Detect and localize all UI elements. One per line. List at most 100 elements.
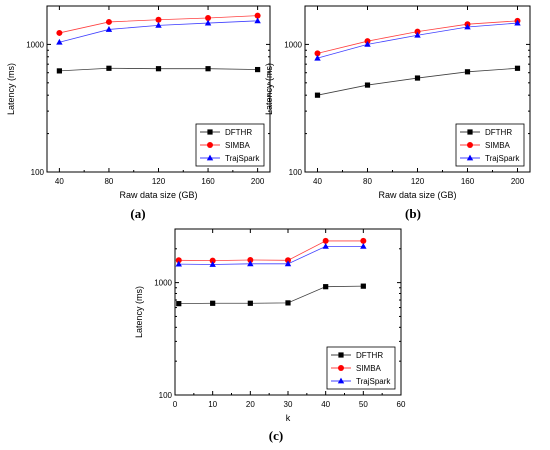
- caption-c: (c): [268, 428, 284, 443]
- x-tick-label-c-0: 0: [173, 400, 178, 409]
- x-tick-label-c-2: 20: [246, 400, 255, 409]
- y-axis-label-c: Latency (ms): [134, 286, 144, 338]
- x-tick-label-c-1: 10: [208, 400, 217, 409]
- data-point-c-dfthr-2: [247, 300, 253, 306]
- x-tick-label-c-5: 50: [359, 400, 368, 409]
- legend-label-b-1: SIMBA: [485, 141, 511, 150]
- data-point-b-trajspark-0: [314, 54, 321, 61]
- data-point-a-simba-1: [105, 18, 112, 25]
- data-point-a-dfthr-1: [106, 65, 112, 71]
- data-point-c-trajspark-0: [175, 260, 182, 267]
- data-point-c-simba-0: [175, 257, 182, 264]
- data-point-a-dfthr-4: [255, 66, 261, 73]
- legend-label-b-2: TrajSpark: [485, 154, 520, 163]
- data-point-c-simba-3: [285, 257, 291, 264]
- series-line-b-dfthr: [317, 67, 518, 96]
- legend-label-b-0: DFTHR: [485, 128, 512, 137]
- data-point-c-dfthr-0: [176, 301, 182, 307]
- chart-c-svg: 0 10 20 30 40 50 60 100 1000 k Latency (ms) DFTHR SI…: [134, 228, 406, 423]
- legend-label-c-0: DFTHR: [356, 351, 383, 360]
- data-point-b-trajspark-3: [464, 23, 471, 30]
- legend-c: DFTHR SIMBA TrajSpark: [326, 346, 396, 390]
- x-tick-label-a-0: 40: [55, 177, 64, 186]
- data-point-b-simba-0: [314, 50, 321, 57]
- x-tick-label-a-4: 200: [251, 177, 265, 186]
- legend-label-c-2: TrajSpark: [356, 377, 391, 386]
- legend-label-a-2: TrajSpark: [225, 154, 260, 163]
- y-axis-label-a: Latency (ms): [6, 63, 16, 115]
- x-tick-label-c-6: 60: [397, 400, 406, 409]
- data-point-b-dfthr-2: [414, 75, 421, 81]
- data-point-a-trajspark-0: [56, 38, 63, 45]
- data-point-b-simba-2: [414, 28, 421, 35]
- series-line-c-dfthr: [178, 285, 364, 305]
- data-point-a-simba-4: [254, 12, 261, 19]
- x-tick-label-a-3: 160: [201, 177, 215, 186]
- data-point-a-trajspark-3: [204, 19, 212, 26]
- x-tick-label-b-2: 120: [411, 177, 425, 186]
- y-tick-label-c-1: 1000: [154, 279, 172, 288]
- y-tick-label-c-0: 100: [159, 391, 173, 400]
- legend-marker-c-2: [337, 377, 345, 384]
- y-tick-label-a-1: 1000: [26, 40, 44, 49]
- data-point-b-trajspark-4: [514, 19, 521, 26]
- legend-marker-a-0: [207, 129, 213, 135]
- x-tick-label-b-4: 200: [511, 177, 525, 186]
- x-tick-label-a-1: 80: [104, 177, 113, 186]
- data-point-a-simba-2: [155, 16, 162, 23]
- data-point-c-trajspark-4: [322, 243, 329, 249]
- x-axis-label-a: Raw data size (GB): [119, 190, 197, 200]
- legend-label-a-1: SIMBA: [225, 141, 251, 150]
- legend-marker-a-2: [206, 154, 214, 161]
- x-tick-label-b-1: 80: [363, 177, 372, 186]
- data-point-a-trajspark-1: [105, 26, 113, 32]
- chart-panel-c: 0 10 20 30 40 50 60 100 1000 k Latency (ms) DFTHR SI…: [134, 225, 413, 450]
- y-tick-label-a-0: 100: [31, 168, 45, 177]
- data-point-c-dfthr-3: [285, 300, 291, 306]
- x-tick-label-b-3: 160: [461, 177, 475, 186]
- series-line-b-trajspark: [317, 22, 518, 59]
- data-point-c-dfthr-1: [210, 300, 216, 306]
- legend-marker-b-1: [467, 142, 473, 148]
- y-tick-label-b-1: 1000: [284, 40, 302, 49]
- data-point-b-dfthr-1: [364, 82, 371, 88]
- legend-a: DFTHR SIMBA TrajSpark: [195, 123, 265, 167]
- legend-b: DFTHR SIMBA TrajSpark: [455, 123, 525, 167]
- data-point-b-dfthr-4: [514, 65, 521, 71]
- legend-marker-c-0: [338, 352, 344, 358]
- data-point-c-simba-2: [247, 256, 254, 263]
- y-tick-label-b-0: 100: [289, 168, 303, 177]
- data-point-a-simba-3: [205, 15, 212, 22]
- data-point-a-trajspark-4: [254, 17, 261, 24]
- data-point-a-simba-0: [56, 29, 63, 36]
- data-point-a-dfthr-2: [155, 66, 162, 72]
- y-axis-label-b: Latency (ms): [264, 63, 274, 115]
- caption-a: (a): [130, 206, 146, 221]
- data-point-b-dfthr-0: [314, 92, 321, 98]
- data-point-c-simba-4: [322, 237, 329, 244]
- legend-marker-b-0: [467, 129, 473, 135]
- x-axis-label-b: Raw data size (GB): [378, 190, 456, 200]
- data-point-b-trajspark-1: [364, 41, 371, 47]
- data-point-a-trajspark-2: [155, 21, 162, 28]
- x-axis-label-c: k: [286, 413, 291, 423]
- data-point-c-dfthr-5: [360, 283, 366, 289]
- chart-b-svg: 40 80 120 160 200 100 1000 Raw data size (GB) La…: [264, 5, 531, 200]
- data-point-c-trajspark-5: [360, 243, 367, 249]
- chart-panel-a: 40 80 120 160 200 100 1000 Raw data size (GB) La…: [0, 0, 275, 225]
- legend-marker-b-2: [466, 154, 474, 161]
- legend-marker-c-1: [338, 365, 344, 371]
- x-tick-label-c-4: 40: [321, 400, 330, 409]
- data-point-b-trajspark-2: [414, 31, 421, 38]
- data-point-c-simba-5: [360, 237, 367, 244]
- series-line-c-trajspark: [178, 246, 364, 265]
- x-tick-label-c-3: 30: [284, 400, 293, 409]
- legend-label-a-0: DFTHR: [225, 128, 252, 137]
- caption-b: (b): [405, 206, 421, 221]
- legend-marker-a-1: [207, 142, 213, 148]
- legend-label-c-1: SIMBA: [356, 364, 382, 373]
- data-point-c-trajspark-2: [247, 260, 254, 267]
- chart-a-svg: 40 80 120 160 200 100 1000 Raw data size (GB) La…: [6, 5, 271, 200]
- data-point-a-dfthr-3: [205, 66, 211, 72]
- data-point-c-trajspark-3: [284, 260, 292, 267]
